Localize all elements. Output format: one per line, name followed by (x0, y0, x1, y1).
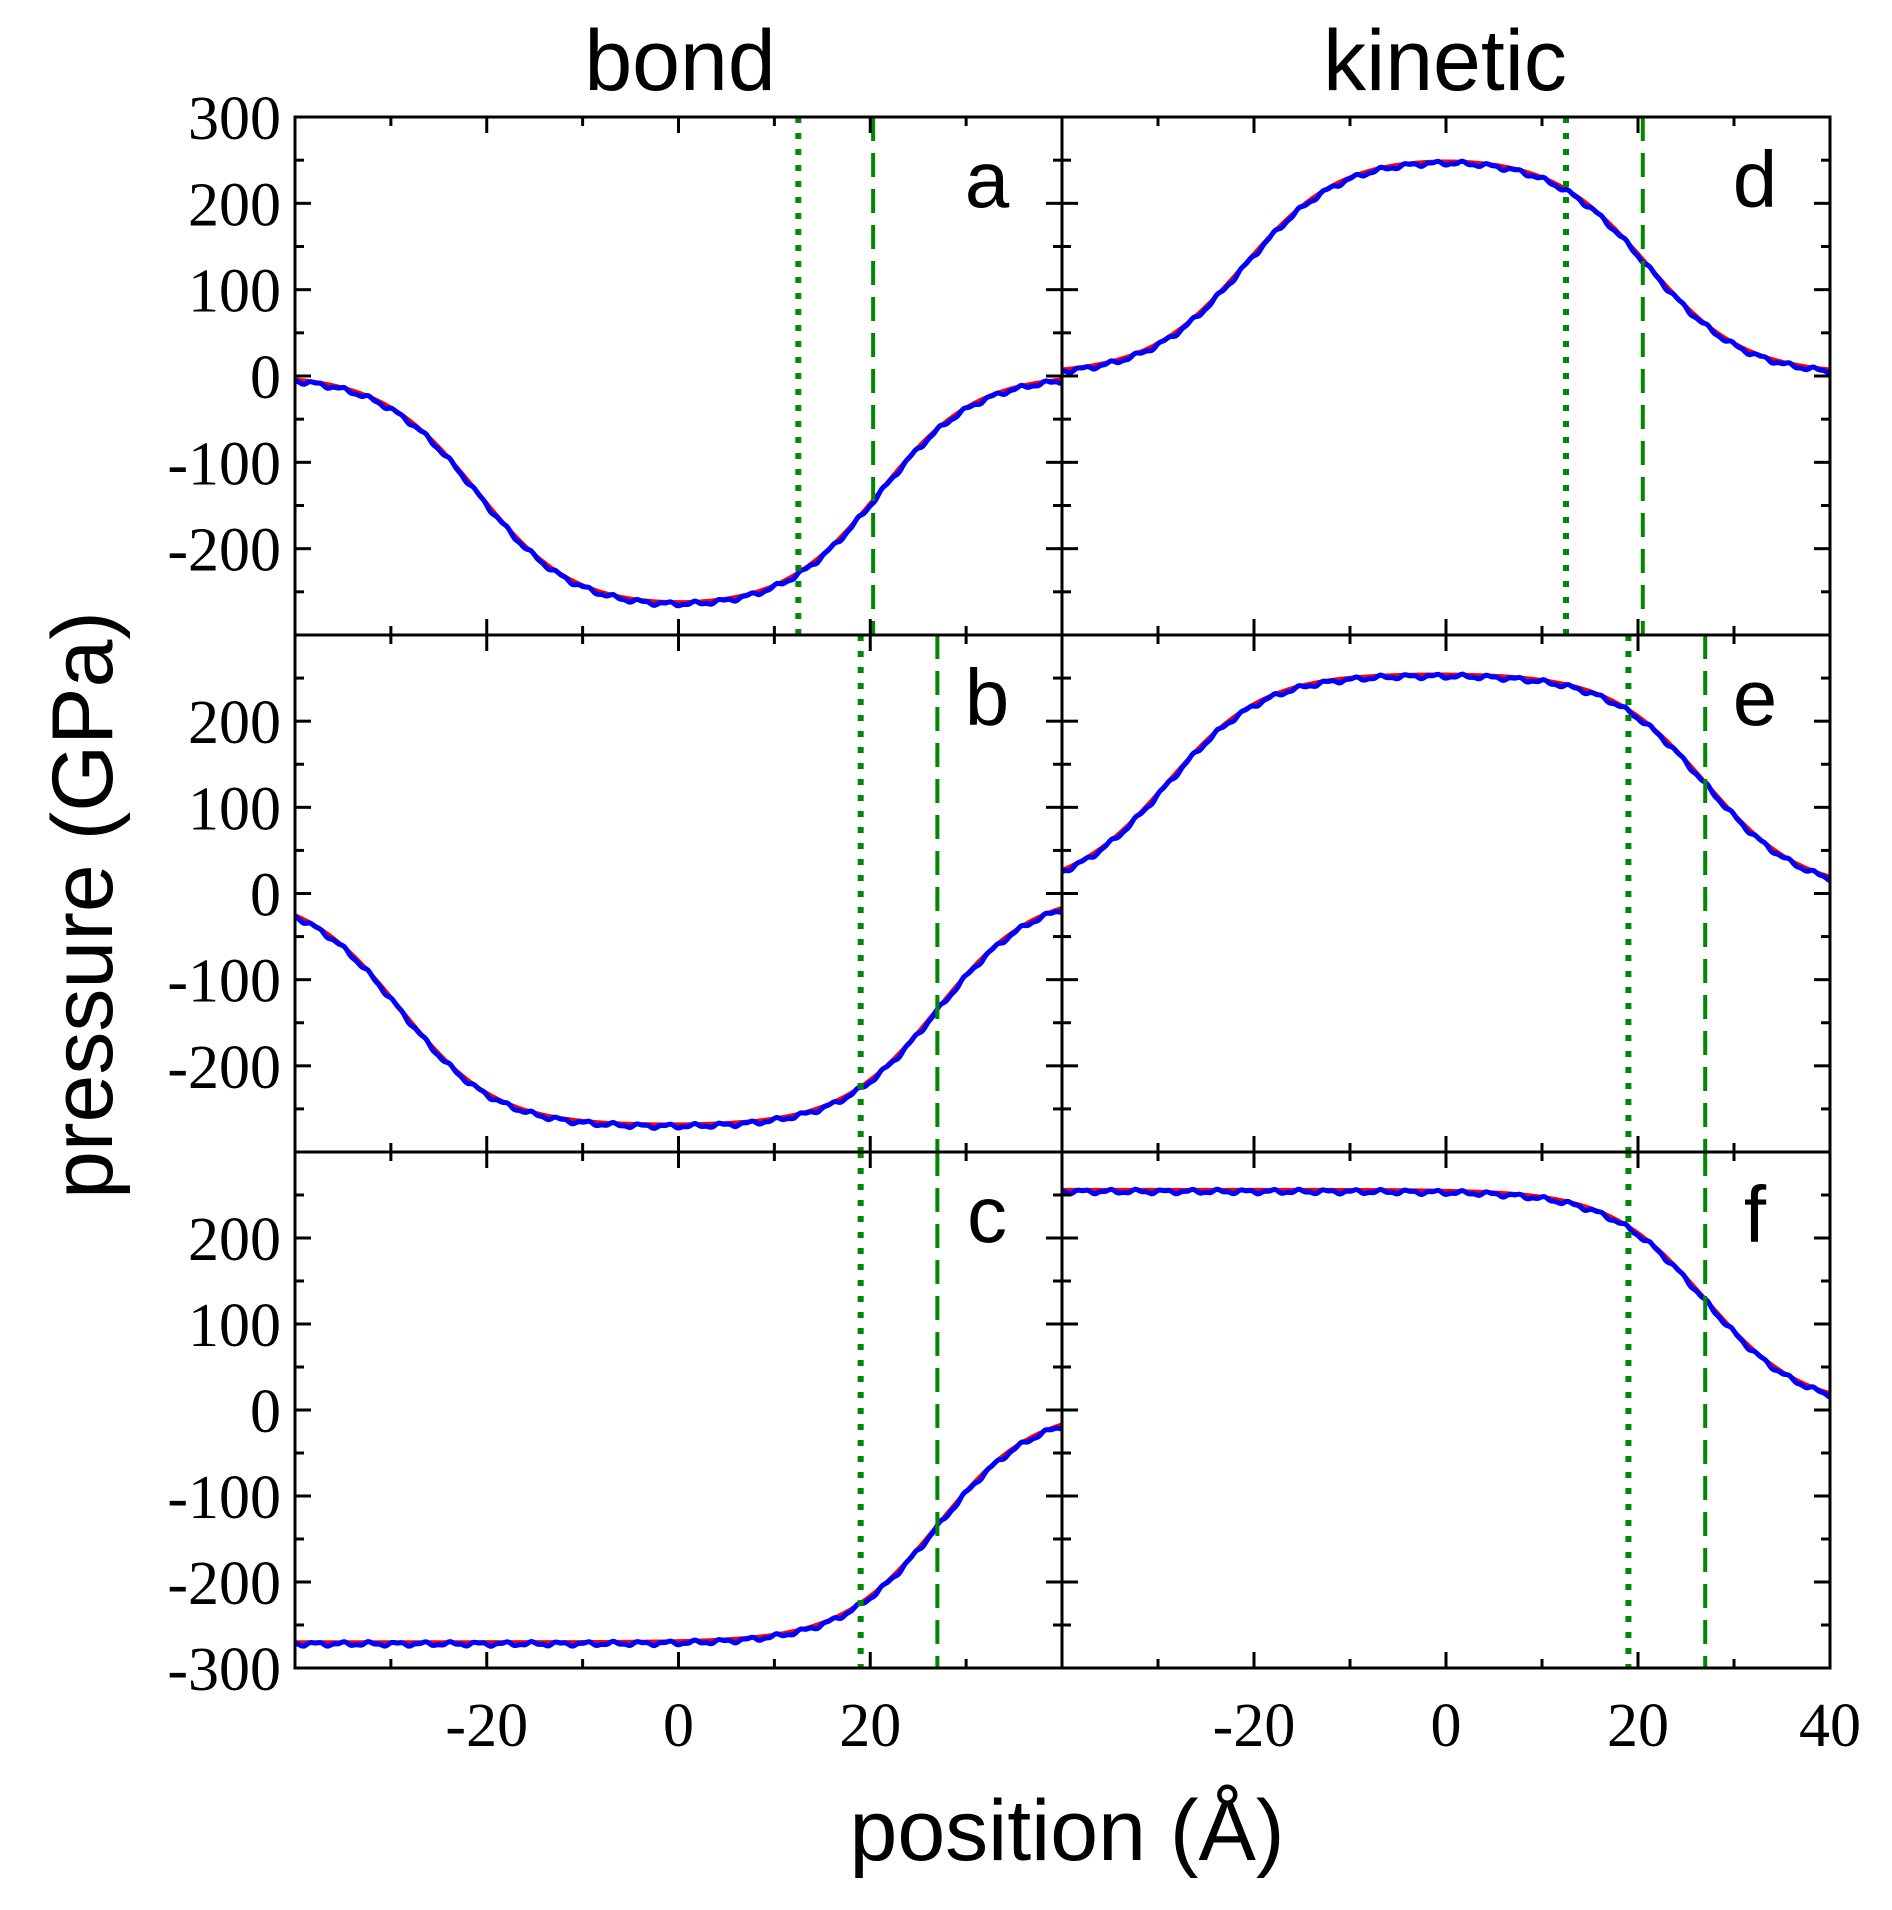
panel-a: a 300 200 100 0 -100 -200 (167, 85, 1064, 637)
y-tick-label: 0 (250, 862, 281, 930)
y-tick-label: 0 (250, 1378, 281, 1446)
panel-frame-c (293, 1150, 1064, 1670)
data-curve-f (1062, 1186, 1830, 1400)
panel-frame-a (293, 115, 1064, 637)
y-tick-label: -100 (167, 430, 281, 498)
fit-curve-f (1062, 1187, 1830, 1396)
data-curve-e (1062, 671, 1830, 883)
y-tick-label: -200 (167, 1034, 281, 1102)
fit-curve-b (295, 906, 1062, 1127)
data-curve-b (295, 909, 1062, 1131)
column-title-bond: bond (584, 13, 775, 109)
panel-label-b: b (965, 653, 1010, 742)
data-curve-c (295, 1425, 1062, 1649)
panel-e: e (1060, 633, 1832, 1154)
y-tick-label: 100 (188, 1292, 281, 1360)
panel-label-a: a (965, 135, 1010, 224)
y-tick-label: 0 (250, 344, 281, 412)
panel-d: d (1060, 115, 1832, 637)
panel-label-e: e (1733, 653, 1778, 742)
y-tick-label: -200 (167, 517, 281, 585)
panel-frame-d (1060, 115, 1832, 637)
y-tick-label: 100 (188, 775, 281, 843)
y-tick-label: 200 (188, 1206, 281, 1274)
y-tick-label: -300 (167, 1636, 281, 1704)
x-tick-label: 20 (839, 1692, 901, 1760)
x-tick-label: 40 (1799, 1692, 1861, 1760)
y-tick-label: -100 (167, 1464, 281, 1532)
panel-label-c: c (967, 1170, 1007, 1259)
panel-label-d: d (1733, 135, 1778, 224)
panel-frame-e (1060, 633, 1832, 1154)
x-axis-label: position (Å) (850, 1783, 1285, 1879)
y-tick-label: 200 (188, 689, 281, 757)
plot-area: a3002001000-100-200b2001000-100-200c2001… (167, 85, 1861, 1760)
y-tick-label: 300 (188, 85, 281, 153)
column-title-kinetic: kinetic (1323, 13, 1567, 109)
panel-label-f: f (1744, 1170, 1767, 1259)
y-tick-label: -200 (167, 1550, 281, 1618)
x-tick-label: -20 (445, 1692, 528, 1760)
data-curve-a (295, 378, 1062, 609)
y-tick-label: 100 (188, 258, 281, 326)
x-tick-label: 20 (1607, 1692, 1669, 1760)
panel-b: b 200 100 0 -100 -200 (167, 633, 1064, 1154)
fit-curve-a (295, 377, 1062, 605)
y-tick-label: -100 (167, 948, 281, 1016)
x-tick-label: 0 (1431, 1692, 1462, 1760)
panel-frame-b (293, 633, 1064, 1154)
y-axis-label: pressure (GPa) (35, 611, 131, 1199)
panel-f: f -20 0 20 40 (1060, 1150, 1861, 1760)
data-curve-d (1062, 158, 1830, 376)
x-tick-label: 0 (663, 1692, 694, 1760)
x-tick-label: -20 (1213, 1692, 1296, 1760)
panel-frame-f (1060, 1150, 1832, 1670)
fit-curve-c (295, 1422, 1062, 1645)
y-tick-label: 200 (188, 171, 281, 239)
fit-curve-d (1062, 159, 1830, 372)
